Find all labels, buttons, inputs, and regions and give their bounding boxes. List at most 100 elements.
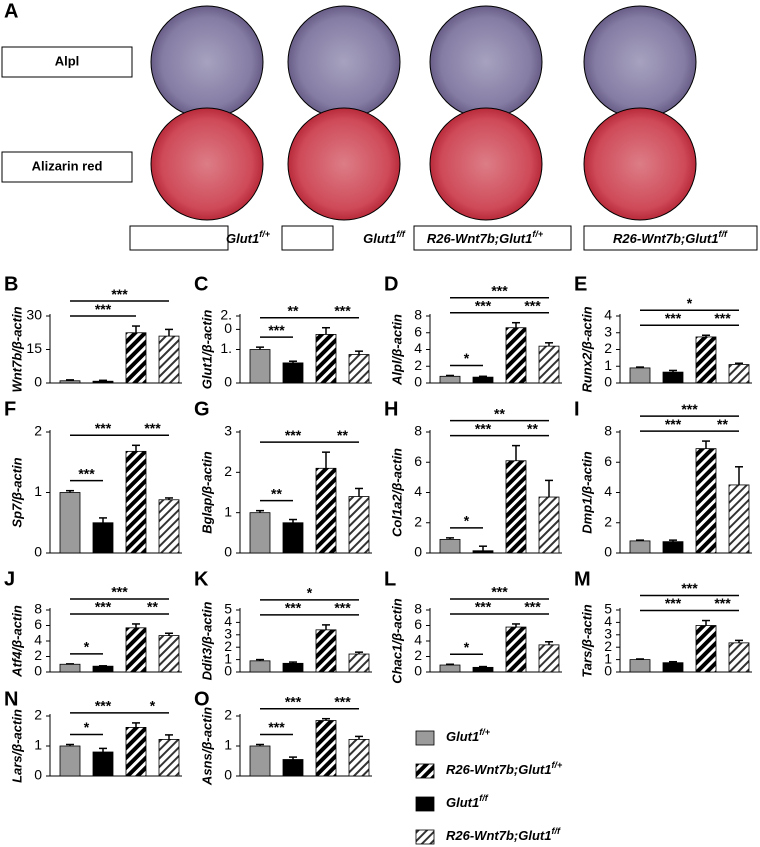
y-tick-label: 4 [414, 483, 422, 499]
alizarin-well [429, 107, 543, 221]
significance-label: *** [285, 600, 302, 616]
bar [538, 345, 560, 384]
significance-label: *** [268, 719, 285, 735]
y-tick-label: 3 [604, 626, 612, 642]
alpl-well [287, 5, 401, 119]
group-label: R26-Wnt7b;Glut1f/+ [446, 760, 563, 777]
error-bar [545, 479, 553, 498]
bar [315, 720, 337, 777]
y-tick-label: 1 [604, 357, 612, 373]
group-name: R26-Wnt7b;Glut1 [446, 828, 551, 843]
error-bar [446, 374, 454, 377]
group-label: R26-Wnt7b;Glut1f/f [446, 826, 561, 843]
error-bar [669, 660, 677, 663]
y-tick-label: 2 [224, 638, 232, 654]
significance-label: *** [665, 416, 682, 432]
significance-label: *** [475, 420, 492, 436]
bar [695, 448, 717, 554]
bar [125, 450, 147, 554]
bar [505, 626, 527, 673]
significance-label: *** [95, 301, 112, 317]
panel-letter: M [574, 568, 591, 590]
bar [282, 362, 304, 384]
y-axis-label: Bglap/β-actin [199, 451, 214, 534]
error-bar [256, 743, 264, 746]
bar [728, 642, 750, 673]
bar [662, 662, 684, 673]
error-bar [165, 632, 173, 636]
y-tick-label: 1 [224, 737, 232, 753]
y-tick-label: 0 [224, 544, 232, 560]
error-bar [256, 658, 264, 661]
y-tick-label: 4 [34, 632, 42, 648]
bar [59, 663, 81, 673]
significance-label: *** [334, 600, 351, 616]
panel-letter: O [194, 688, 210, 710]
y-tick-label: 8 [414, 423, 422, 439]
row-box [1, 46, 133, 78]
y-tick-label: 1 [224, 650, 232, 666]
bar [125, 627, 147, 673]
error-bar [512, 623, 520, 628]
y-tick-label: 2 [224, 463, 232, 479]
bar [315, 467, 337, 554]
genotype-box [281, 225, 334, 251]
bar [282, 662, 304, 673]
group-sup: f/f [718, 229, 727, 239]
bar [59, 492, 81, 554]
y-tick-label: 4 [414, 632, 422, 648]
significance-label: *** [95, 420, 112, 436]
significance-label: ** [337, 427, 348, 443]
bar [662, 371, 684, 384]
y-tick-label: 8 [414, 601, 422, 617]
y-tick-label: 8 [34, 601, 42, 617]
error-bar [735, 362, 743, 365]
panel-letter: L [384, 568, 396, 590]
y-tick-label: 15 [26, 340, 42, 356]
error-bar [545, 342, 553, 347]
significance-label: *** [681, 580, 698, 596]
panel-letter: C [194, 273, 208, 295]
error-bar [322, 717, 330, 721]
panel-letter: N [4, 688, 18, 710]
y-tick-label: 4 [414, 340, 422, 356]
bar [59, 380, 81, 384]
y-tick-label: 1. [220, 340, 232, 356]
legend-swatch [415, 730, 435, 746]
y-axis-label: Atf4/β-actin [9, 605, 24, 678]
y-tick-label: 1 [34, 483, 42, 499]
bar [249, 349, 271, 384]
y-axis-label: Tars/β-actin [579, 604, 594, 677]
bar [158, 739, 180, 777]
error-bar [355, 487, 363, 497]
panel-letter: A [4, 0, 18, 22]
significance-label: ** [288, 302, 299, 318]
y-tick-label: 5 [604, 601, 612, 617]
bar [439, 375, 461, 384]
y-tick-label: 0 [604, 663, 612, 679]
y-tick-label: 8 [604, 423, 612, 439]
error-bar [165, 328, 173, 337]
error-bar [289, 360, 297, 363]
y-tick-label: 8 [414, 307, 422, 323]
error-bar [289, 661, 297, 664]
bar [315, 334, 337, 384]
significance-label: *** [95, 698, 112, 714]
bar [92, 380, 114, 384]
significance-label: *** [491, 282, 508, 298]
y-tick-label: 0 [604, 544, 612, 560]
y-tick-label: 0 [414, 663, 422, 679]
y-tick-label: 2 [414, 357, 422, 373]
y-tick-label: 6 [414, 323, 422, 339]
error-bar [479, 545, 487, 551]
group-sup: f/f [479, 793, 488, 803]
significance-label: *** [665, 310, 682, 326]
bar [249, 745, 271, 777]
bar [662, 541, 684, 554]
significance-label: *** [524, 297, 541, 313]
y-axis-label: Ddit3/β-actin [199, 602, 214, 681]
significance-label: * [84, 639, 90, 655]
significance-label: * [464, 639, 470, 655]
significance-label: *** [681, 401, 698, 417]
bar [315, 629, 337, 673]
